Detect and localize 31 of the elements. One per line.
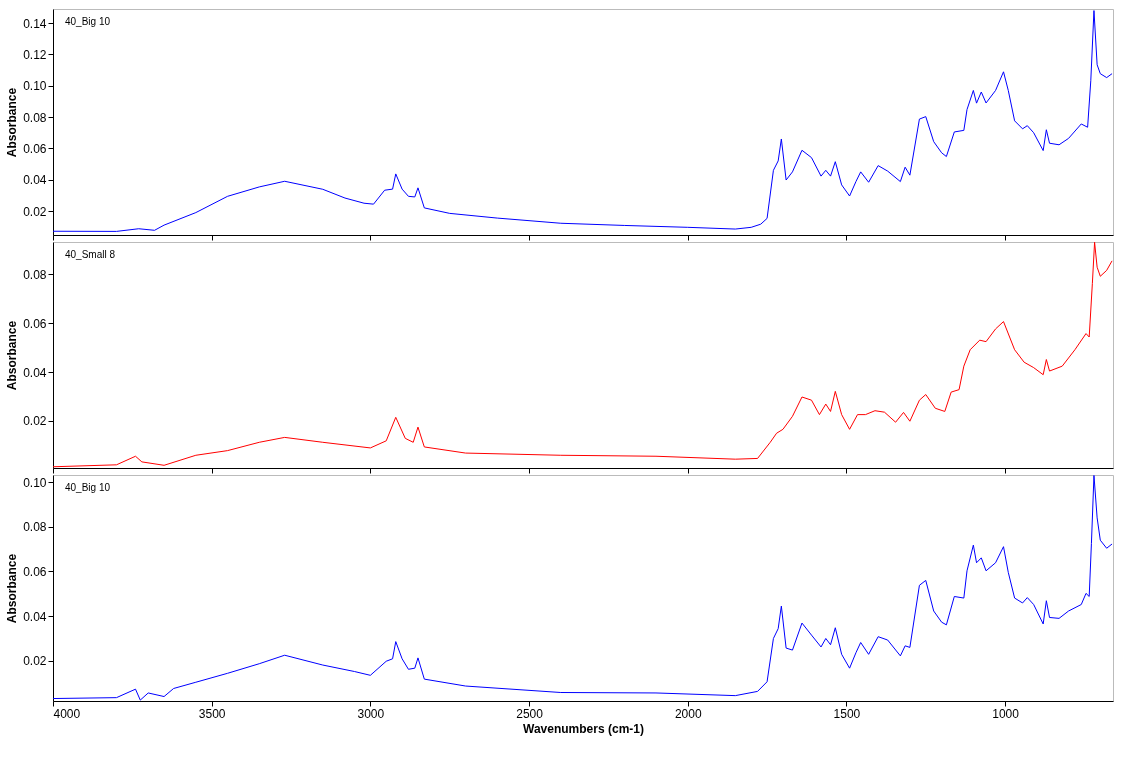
- y-tick-label: 0.02: [23, 414, 47, 429]
- y-axis-title: Absorbance: [5, 553, 20, 624]
- y-tick-label: 0.06: [23, 564, 47, 579]
- annotation: 40_Big 10: [65, 482, 111, 493]
- y-tick-label: 0.10: [23, 79, 47, 94]
- annotation: 40_Small 8: [65, 249, 116, 260]
- x-tick-label: 4000: [53, 706, 81, 721]
- x-tick-label: 1000: [992, 706, 1020, 721]
- y-tick-label: 0.08: [23, 110, 47, 125]
- y-tick-label: 0.04: [23, 173, 47, 188]
- y-tick-label: 0.08: [23, 520, 47, 535]
- x-tick-label: 3000: [357, 706, 385, 721]
- y-tick-label: 0.04: [23, 609, 47, 624]
- y-tick-label: 0.08: [23, 267, 47, 282]
- annotation: 40_Big 10: [65, 16, 111, 27]
- y-axis-title: Absorbance: [5, 320, 20, 391]
- y-tick-label: 0.02: [23, 204, 47, 219]
- y-tick-label: 0.14: [23, 16, 47, 31]
- y-tick-label: 0.12: [23, 47, 47, 62]
- line-series: [53, 10, 1113, 232]
- y-tick-label: 0.06: [23, 141, 47, 156]
- x-tick-label: 2000: [674, 706, 702, 721]
- y-tick-label: 0.02: [23, 654, 47, 669]
- y-tick-label: 0.10: [23, 475, 47, 490]
- x-tick-label: 2500: [516, 706, 544, 721]
- y-axis-title: Absorbance: [5, 87, 20, 158]
- y-tick-label: 0.04: [23, 365, 47, 380]
- x-axis-title: Wavenumbers (cm-1): [523, 721, 644, 736]
- x-tick-label: 1500: [833, 706, 861, 721]
- y-tick-label: 0.06: [23, 316, 47, 331]
- x-tick-label: 3500: [198, 706, 226, 721]
